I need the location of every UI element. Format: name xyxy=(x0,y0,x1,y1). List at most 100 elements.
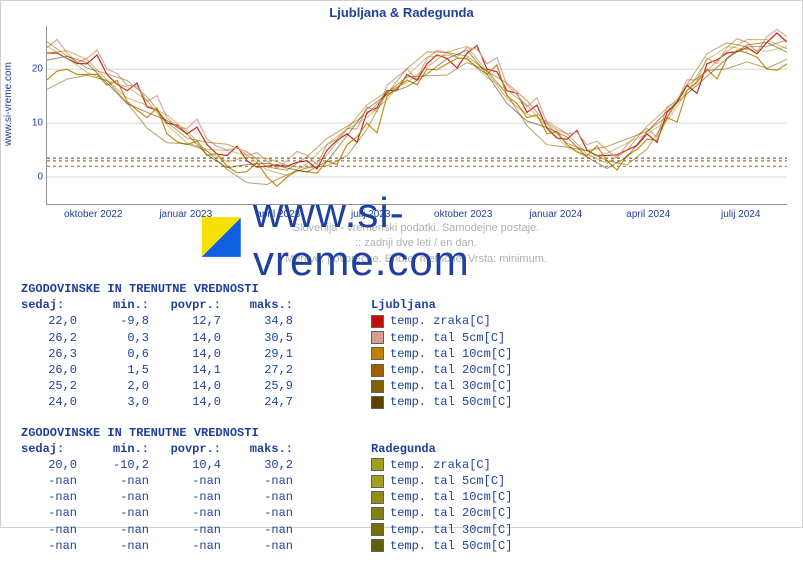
subtitle-line: :: zadnji dve leti / en dan. xyxy=(46,236,786,251)
legend-label: temp. tal 20cm[C] xyxy=(390,505,512,521)
stat-value: 25,2 xyxy=(21,378,77,394)
table-row: 26,01,514,127,2temp. tal 20cm[C] xyxy=(21,362,512,378)
stat-value: 14,0 xyxy=(149,330,221,346)
legend-label: temp. tal 50cm[C] xyxy=(390,394,512,410)
legend-swatch-icon xyxy=(371,539,384,552)
stat-value: -nan xyxy=(149,505,221,521)
location-name: Radegunda xyxy=(371,441,436,457)
stat-value: 0,3 xyxy=(77,330,149,346)
y-tick-label: 10 xyxy=(17,118,43,129)
legend-label: temp. tal 30cm[C] xyxy=(390,522,512,538)
stat-value: -nan xyxy=(149,473,221,489)
stat-value: -nan xyxy=(221,538,293,554)
legend-swatch-icon xyxy=(371,364,384,377)
column-header: maks.: xyxy=(221,441,293,457)
legend-swatch-icon xyxy=(371,507,384,520)
legend-entry: temp. tal 50cm[C] xyxy=(371,394,512,410)
stats-table: ZGODOVINSKE IN TRENUTNE VREDNOSTIsedaj:m… xyxy=(21,425,512,555)
stat-value: -nan xyxy=(221,489,293,505)
table-row: 20,0-10,210,430,2temp. zraka[C] xyxy=(21,457,512,473)
stat-value: -nan xyxy=(77,538,149,554)
chart-svg xyxy=(47,26,787,204)
stat-value: 30,2 xyxy=(221,457,293,473)
stat-value: -nan xyxy=(221,522,293,538)
legend-entry: temp. tal 50cm[C] xyxy=(371,538,512,554)
legend-label: temp. tal 5cm[C] xyxy=(390,473,505,489)
table-row: 24,03,014,024,7temp. tal 50cm[C] xyxy=(21,394,512,410)
x-tick-label: oktober 2022 xyxy=(64,209,122,220)
stat-value: 12,7 xyxy=(149,313,221,329)
stat-value: -10,2 xyxy=(77,457,149,473)
legend-entry: temp. tal 5cm[C] xyxy=(371,473,505,489)
table-row: -nan-nan-nan-nantemp. tal 20cm[C] xyxy=(21,505,512,521)
x-tick-label: januar 2024 xyxy=(529,209,582,220)
table-row: 22,0-9,812,734,8temp. zraka[C] xyxy=(21,313,512,329)
column-header: maks.: xyxy=(221,297,293,313)
stat-value: -nan xyxy=(149,489,221,505)
stat-value: 14,0 xyxy=(149,394,221,410)
stat-value: 24,0 xyxy=(21,394,77,410)
stat-value: -nan xyxy=(149,522,221,538)
legend-entry: temp. tal 30cm[C] xyxy=(371,378,512,394)
y-tick-label: 20 xyxy=(17,64,43,75)
stat-value: -nan xyxy=(21,538,77,554)
table-row: 26,30,614,029,1temp. tal 10cm[C] xyxy=(21,346,512,362)
stat-value: 3,0 xyxy=(77,394,149,410)
table-row: -nan-nan-nan-nantemp. tal 10cm[C] xyxy=(21,489,512,505)
legend-swatch-icon xyxy=(371,380,384,393)
stats-table: ZGODOVINSKE IN TRENUTNE VREDNOSTIsedaj:m… xyxy=(21,281,512,411)
stat-value: -nan xyxy=(77,522,149,538)
subtitle-line: Slovenija - vremenski podatki. Samodejne… xyxy=(46,221,786,236)
legend-swatch-icon xyxy=(371,458,384,471)
legend-swatch-icon xyxy=(371,396,384,409)
stat-value: -nan xyxy=(77,505,149,521)
stat-value: 30,5 xyxy=(221,330,293,346)
legend-label: temp. tal 10cm[C] xyxy=(390,489,512,505)
stats-tables: ZGODOVINSKE IN TRENUTNE VREDNOSTIsedaj:m… xyxy=(21,281,512,568)
x-tick-label: julij 2023 xyxy=(351,209,390,220)
stat-value: -nan xyxy=(221,505,293,521)
legend-label: temp. tal 5cm[C] xyxy=(390,330,505,346)
stat-value: -nan xyxy=(149,538,221,554)
stat-value: 2,0 xyxy=(77,378,149,394)
stat-value: 26,2 xyxy=(21,330,77,346)
stat-value: 26,0 xyxy=(21,362,77,378)
legend-swatch-icon xyxy=(371,475,384,488)
legend-entry: temp. tal 5cm[C] xyxy=(371,330,505,346)
table-row: -nan-nan-nan-nantemp. tal 50cm[C] xyxy=(21,538,512,554)
legend-swatch-icon xyxy=(371,491,384,504)
subtitle-line: Meritve: povprečne. Enote: metrične. Vrs… xyxy=(46,252,786,267)
stat-value: 22,0 xyxy=(21,313,77,329)
x-tick-label: april 2024 xyxy=(626,209,670,220)
legend-swatch-icon xyxy=(371,331,384,344)
stat-value: 29,1 xyxy=(221,346,293,362)
stat-value: -nan xyxy=(77,473,149,489)
table-row: 25,22,014,025,9temp. tal 30cm[C] xyxy=(21,378,512,394)
column-header: sedaj: xyxy=(21,441,77,457)
stat-value: -nan xyxy=(21,473,77,489)
stat-value: 1,5 xyxy=(77,362,149,378)
chart-title: Ljubljana & Radegunda xyxy=(1,1,802,20)
legend-label: temp. zraka[C] xyxy=(390,457,491,473)
legend-entry: temp. tal 10cm[C] xyxy=(371,489,512,505)
stat-value: 27,2 xyxy=(221,362,293,378)
stat-value: -nan xyxy=(21,522,77,538)
chart-container: { "title": "Ljubljana & Radegunda", "yla… xyxy=(0,0,803,528)
stat-value: 0,6 xyxy=(77,346,149,362)
column-header: sedaj: xyxy=(21,297,77,313)
legend-swatch-icon xyxy=(371,315,384,328)
column-header: povpr.: xyxy=(149,297,221,313)
legend-label: temp. tal 50cm[C] xyxy=(390,538,512,554)
legend-label: temp. tal 30cm[C] xyxy=(390,378,512,394)
y-tick-label: 0 xyxy=(17,172,43,183)
legend-entry: temp. tal 30cm[C] xyxy=(371,522,512,538)
stat-value: 14,0 xyxy=(149,378,221,394)
column-header: min.: xyxy=(77,441,149,457)
stat-value: 14,0 xyxy=(149,346,221,362)
legend-swatch-icon xyxy=(371,523,384,536)
stat-value: -nan xyxy=(77,489,149,505)
stat-value: 34,8 xyxy=(221,313,293,329)
x-tick-label: april 2023 xyxy=(256,209,300,220)
table-row: -nan-nan-nan-nantemp. tal 5cm[C] xyxy=(21,473,512,489)
legend-entry: temp. zraka[C] xyxy=(371,313,491,329)
